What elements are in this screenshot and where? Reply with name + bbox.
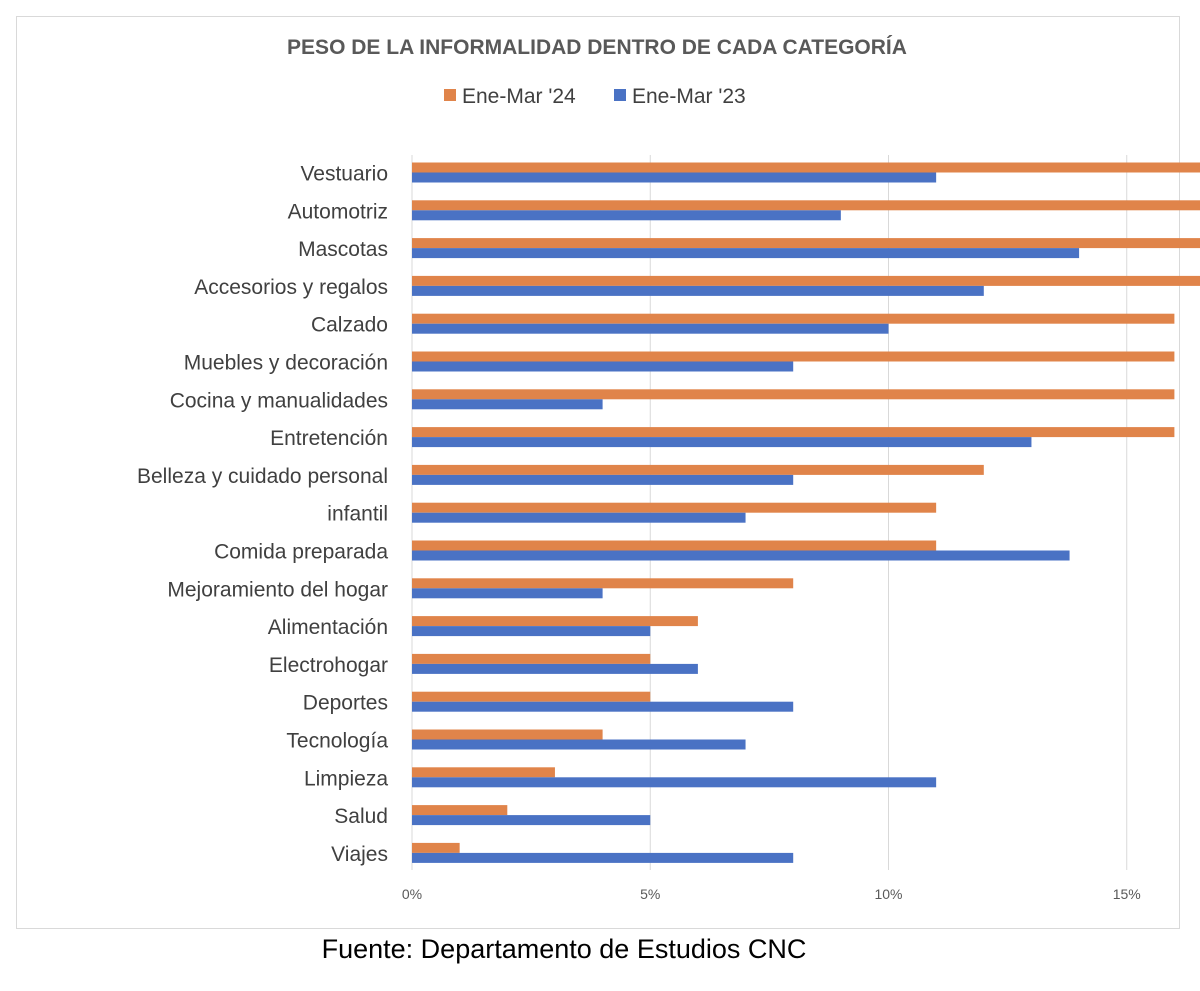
category-label: Tecnología xyxy=(286,730,388,753)
bar-ene-mar-23 xyxy=(412,210,841,221)
category-label: Muebles y decoración xyxy=(184,352,388,375)
bar-chart: PESO DE LA INFORMALIDAD DENTRO DE CADA C… xyxy=(137,36,1200,902)
bar-ene-mar-24 xyxy=(412,313,1175,324)
bar-ene-mar-23 xyxy=(412,172,937,183)
category-label: Cocina y manualidades xyxy=(170,389,388,412)
bar-ene-mar-24 xyxy=(412,653,651,664)
category-label: Mejoramiento del hogar xyxy=(167,578,388,601)
bar-ene-mar-24 xyxy=(412,842,460,853)
bar-ene-mar-24 xyxy=(412,540,937,551)
bar-ene-mar-23 xyxy=(412,777,937,788)
x-tick-label: 15% xyxy=(1113,886,1141,902)
bar-ene-mar-24 xyxy=(412,502,937,513)
bar-ene-mar-23 xyxy=(412,399,603,410)
bar-ene-mar-24 xyxy=(412,351,1175,362)
bar-ene-mar-24 xyxy=(412,275,1200,286)
bar-ene-mar-24 xyxy=(412,162,1200,173)
bar-ene-mar-23 xyxy=(412,248,1080,259)
bar-ene-mar-24 xyxy=(412,464,984,475)
category-label: Accesorios y regalos xyxy=(194,276,388,299)
bar-ene-mar-24 xyxy=(412,427,1175,438)
x-tick-label: 5% xyxy=(640,886,660,902)
bar-ene-mar-23 xyxy=(412,285,984,296)
category-label: Calzado xyxy=(311,314,388,337)
category-label: Viajes xyxy=(331,843,388,866)
bar-ene-mar-24 xyxy=(412,805,508,816)
category-label: Comida preparada xyxy=(214,541,388,564)
bar-ene-mar-23 xyxy=(412,852,794,863)
category-label: Alimentación xyxy=(268,616,388,639)
source-note: Fuente: Departamento de Estudios CNC xyxy=(321,934,807,964)
category-label: Automotriz xyxy=(288,200,388,223)
bar-ene-mar-23 xyxy=(412,512,746,523)
bar-ene-mar-23 xyxy=(412,701,794,712)
bar-ene-mar-24 xyxy=(412,578,794,589)
bar-ene-mar-24 xyxy=(412,616,698,627)
category-label: Electrohogar xyxy=(269,654,388,677)
bar-ene-mar-24 xyxy=(412,200,1200,211)
legend-swatch xyxy=(444,89,456,101)
bar-ene-mar-23 xyxy=(412,550,1070,561)
bar-ene-mar-23 xyxy=(412,588,603,599)
category-label: infantil xyxy=(327,503,388,526)
x-tick-label: 10% xyxy=(874,886,902,902)
category-label: Mascotas xyxy=(298,238,388,261)
category-label: Belleza y cuidado personal xyxy=(137,465,388,488)
bar-ene-mar-23 xyxy=(412,437,1032,448)
bar-ene-mar-24 xyxy=(412,767,555,778)
x-tick-labels: 0%5%10%15%20%25%30% xyxy=(402,886,1141,902)
bar-ene-mar-23 xyxy=(412,323,889,334)
bar-ene-mar-24 xyxy=(412,389,1175,400)
category-label: Entretención xyxy=(270,427,388,450)
bar-ene-mar-24 xyxy=(412,729,603,740)
legend-label: Ene-Mar '24 xyxy=(462,85,576,108)
legend-label: Ene-Mar '23 xyxy=(632,85,746,108)
category-labels: Vestuario Automotriz Mascotas Accesorios y … xyxy=(137,163,388,866)
category-label: Salud xyxy=(334,805,388,828)
x-tick-label: 0% xyxy=(402,886,422,902)
bar-ene-mar-23 xyxy=(412,739,746,750)
legend: Ene-Mar '24 Ene-Mar '23 xyxy=(444,85,746,108)
bar-ene-mar-24 xyxy=(412,238,1200,249)
bars xyxy=(412,162,1200,863)
bar-ene-mar-23 xyxy=(412,663,698,674)
bar-ene-mar-23 xyxy=(412,361,794,372)
bar-ene-mar-24 xyxy=(412,691,651,702)
category-label: Deportes xyxy=(303,692,388,715)
legend-swatch xyxy=(614,89,626,101)
bar-ene-mar-23 xyxy=(412,815,651,826)
category-label: Vestuario xyxy=(300,163,388,186)
bar-ene-mar-23 xyxy=(412,626,651,637)
bar-ene-mar-23 xyxy=(412,474,794,485)
chart-title: PESO DE LA INFORMALIDAD DENTRO DE CADA C… xyxy=(287,36,907,59)
category-label: Limpieza xyxy=(304,767,388,790)
